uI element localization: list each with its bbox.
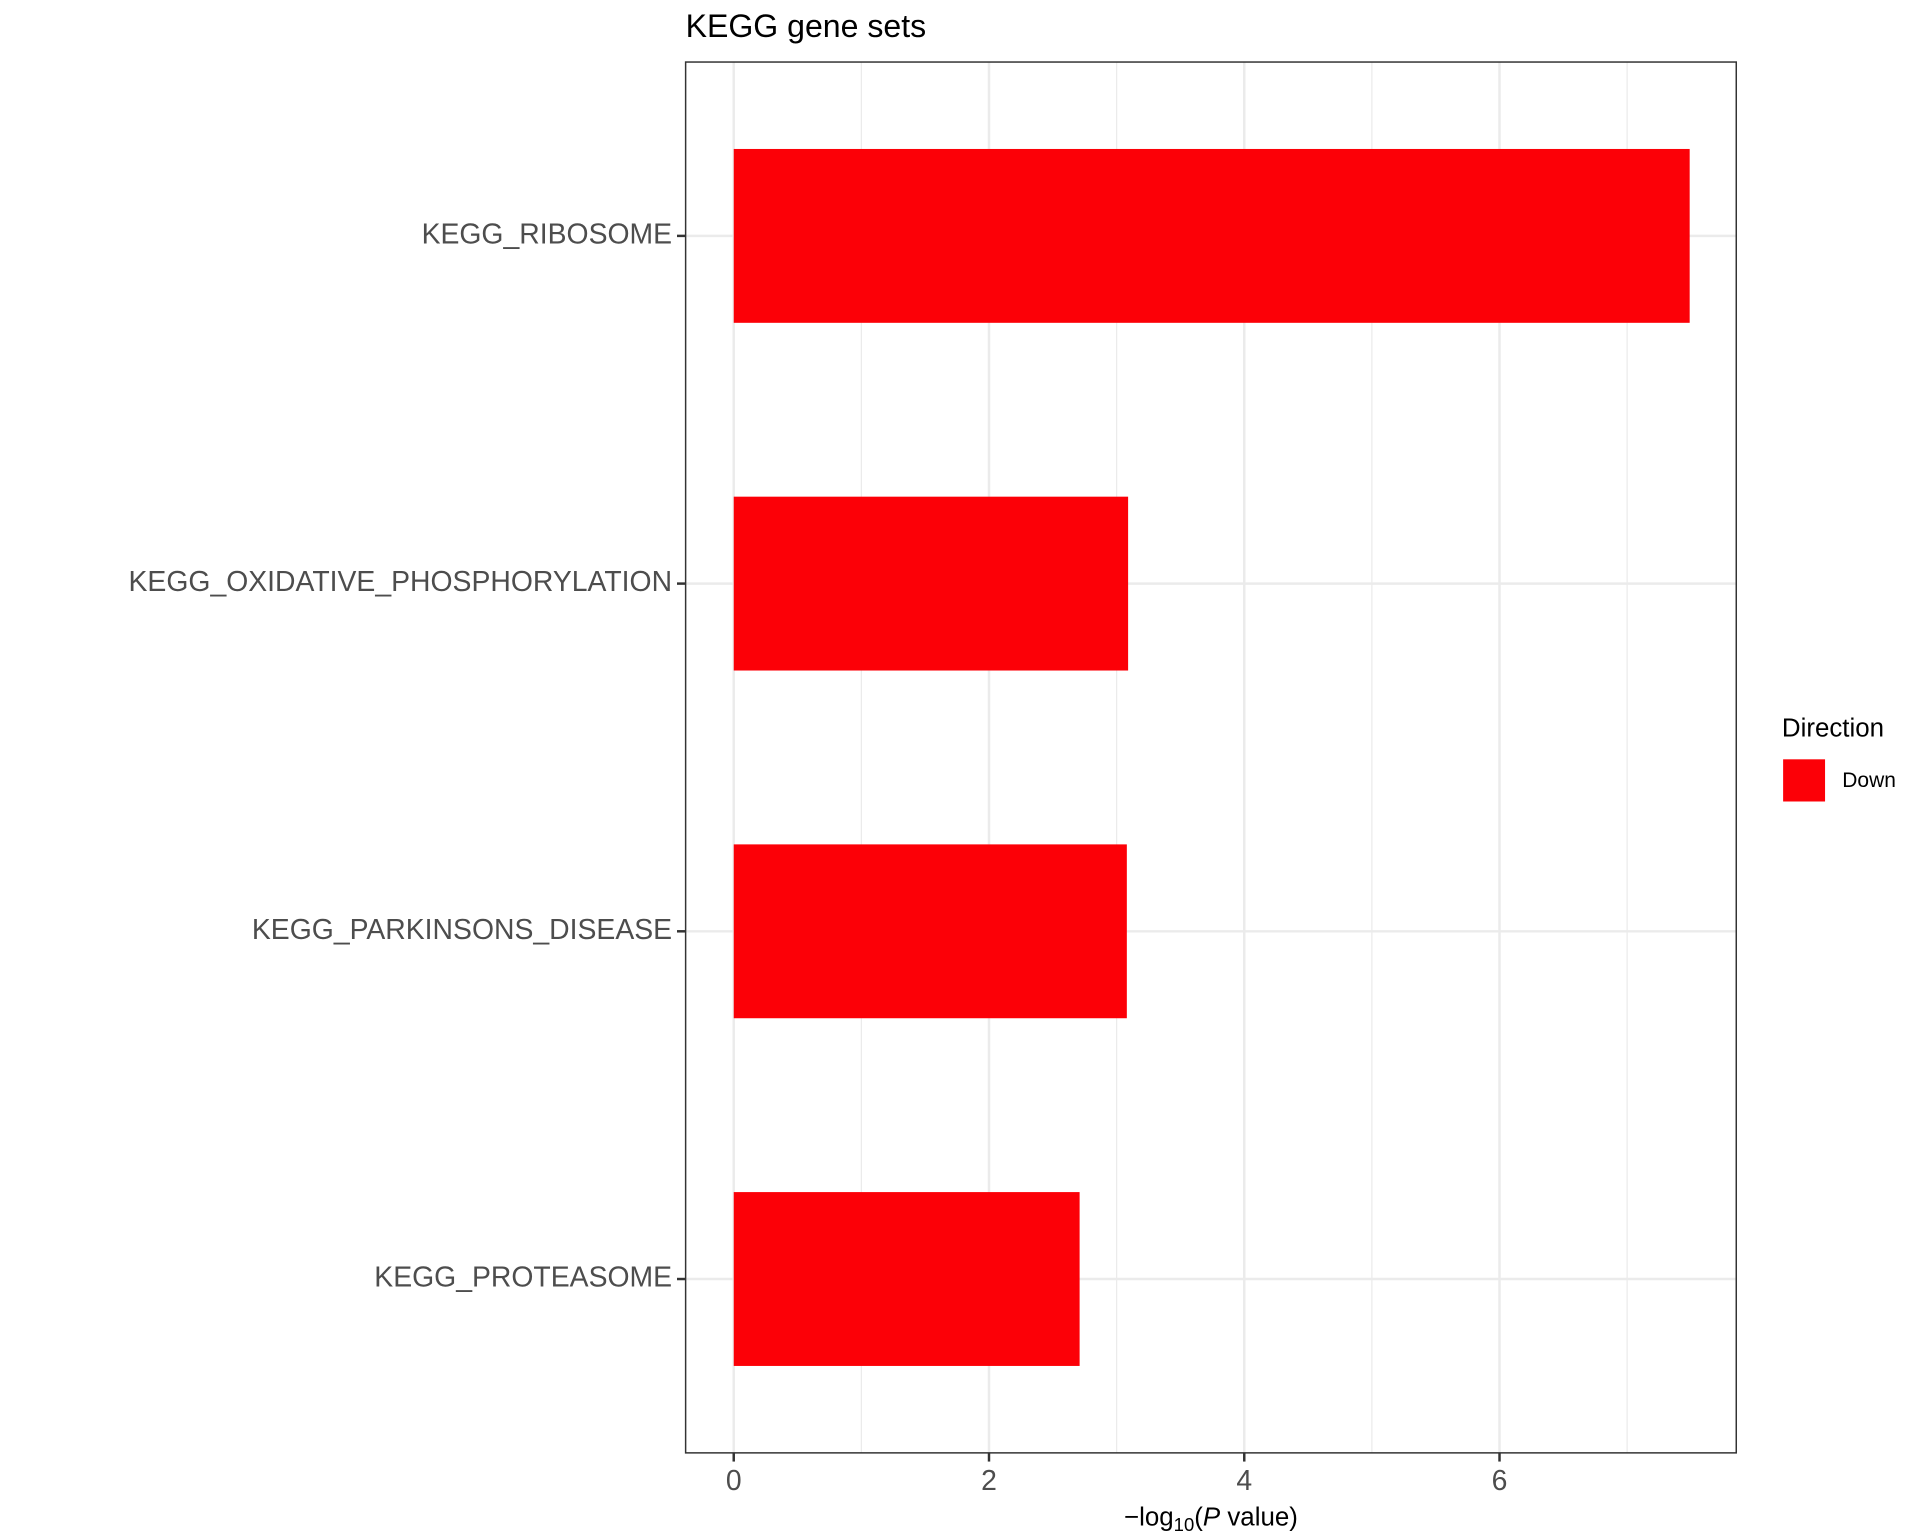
y-tick-label: KEGG_PROTEASOME (374, 1261, 672, 1293)
legend-title: Direction (1782, 712, 1884, 742)
bar (733, 148, 1690, 323)
x-tick-label: 6 (1492, 1465, 1508, 1497)
legend-key (1783, 759, 1826, 802)
panel-border (684, 61, 1738, 1454)
x-label-part: ( (1194, 1501, 1203, 1531)
x-label-subscript: 10 (1174, 1514, 1195, 1535)
x-label-italic: P (1203, 1501, 1221, 1531)
bar (733, 844, 1127, 1019)
x-axis-label: −log10(P value) (1124, 1501, 1298, 1535)
x-tick-label: 0 (726, 1465, 742, 1497)
x-label-part: −log (1124, 1501, 1174, 1531)
x-tick-label: 2 (981, 1465, 997, 1497)
x-label-part: value) (1220, 1501, 1298, 1531)
y-tick-label: KEGG_PARKINSONS_DISEASE (252, 914, 672, 946)
chart-title: KEGG gene sets (686, 8, 927, 44)
bar (733, 1192, 1080, 1366)
x-tick-label: 4 (1236, 1465, 1252, 1497)
y-tick-label: KEGG_OXIDATIVE_PHOSPHORYLATION (129, 566, 673, 598)
bar (733, 496, 1129, 671)
legend-label: Down (1842, 769, 1896, 792)
y-tick-label: KEGG_RIBOSOME (422, 218, 672, 250)
